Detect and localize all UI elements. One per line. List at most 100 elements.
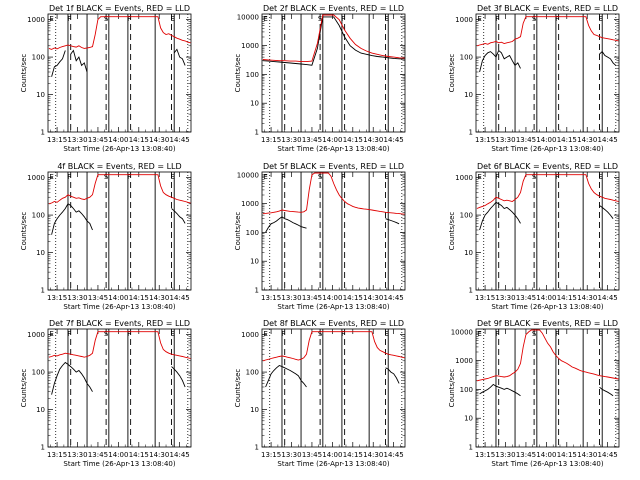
x-tick-label: 14:00 <box>322 136 342 144</box>
marker-label: S <box>318 330 323 338</box>
y-tick-label: 1000 <box>27 331 45 339</box>
x-tick-label: 14:30 <box>363 451 383 459</box>
panel-6: Det 6f BLACK = Events, RED = LLD 1 10 100 10… <box>448 162 620 311</box>
x-axis-label: Start Time (26-Apr-13 13:08:40) <box>277 303 389 311</box>
x-tick-label: 13:15 <box>475 451 495 459</box>
marker-label: F <box>555 173 559 181</box>
x-axis-label: Start Time (26-Apr-13 13:08:40) <box>491 460 603 468</box>
y-axis-label: Counts/sec <box>20 212 28 251</box>
x-tick-label: 14:30 <box>577 136 597 144</box>
x-tick-label: 13:45 <box>516 294 536 302</box>
y-tick-label: 1000 <box>241 200 259 208</box>
x-axis-label: Start Time (26-Apr-13 13:08:40) <box>277 460 389 468</box>
y-tick-label: 100 <box>246 71 259 79</box>
marker-label: E <box>171 330 175 338</box>
y-tick-label: 10 <box>464 249 473 257</box>
plot-frame <box>261 171 406 291</box>
x-tick-label: 14:00 <box>536 294 556 302</box>
x-tick-label: 14:15 <box>557 136 577 144</box>
y-axis-label: Counts/sec <box>234 212 242 251</box>
marker-label: F <box>67 173 71 181</box>
x-tick-label: 14:45 <box>170 136 190 144</box>
x-tick-label: 13:45 <box>88 451 108 459</box>
x-tick-label: 14:45 <box>384 294 404 302</box>
y-tick-label: 1000 <box>241 42 259 50</box>
y-tick-label: 1 <box>469 287 473 295</box>
x-tick-label: 13:15 <box>475 136 495 144</box>
x-tick-label: 14:00 <box>536 451 556 459</box>
marker-label: E <box>599 15 603 23</box>
x-tick-label: 14:00 <box>108 294 128 302</box>
x-tick-label: 13:45 <box>516 451 536 459</box>
x-tick-label: 13:15 <box>47 451 67 459</box>
x-tick-label: 14:30 <box>149 136 169 144</box>
x-tick-label: 13:30 <box>67 294 87 302</box>
y-axis-label: Counts/sec <box>234 54 242 93</box>
panel-title: Det 6f BLACK = Events, RED = LLD <box>477 162 618 171</box>
y-axis-label: Counts/sec <box>448 54 456 93</box>
y-tick-label: 1 <box>255 444 259 452</box>
y-tick-label: 1 <box>255 287 259 295</box>
y-tick-label: 1000 <box>241 331 259 339</box>
y-tick-label: 1 <box>255 129 259 137</box>
marker-label: E <box>49 330 53 338</box>
lld-series-line <box>262 14 405 63</box>
marker-label: E <box>599 330 603 338</box>
marker-label: E <box>477 15 481 23</box>
marker-label: E <box>263 173 267 181</box>
x-tick-label: 13:30 <box>281 451 301 459</box>
x-tick-label: 14:15 <box>343 294 363 302</box>
marker-label: F <box>281 173 285 181</box>
marker-label: E <box>49 173 53 181</box>
y-tick-label: 10 <box>250 406 259 414</box>
y-tick-label: 1000 <box>27 16 45 24</box>
x-tick-label: 14:30 <box>149 294 169 302</box>
marker-label: F <box>495 173 499 181</box>
events-series-line <box>51 203 186 235</box>
lld-series-line <box>262 172 405 215</box>
x-tick-label: 13:15 <box>475 294 495 302</box>
panel-4: 4f BLACK = Events, RED = LLD 1 10 100 1000 13… <box>20 162 192 311</box>
x-tick-label: 13:30 <box>281 136 301 144</box>
plot-frame <box>47 13 192 133</box>
y-axis-label: Counts/sec <box>20 369 28 408</box>
plot-frame <box>261 13 406 133</box>
marker-label: E <box>477 173 481 181</box>
plot-frame <box>47 171 192 291</box>
marker-label: S <box>532 173 537 181</box>
events-series-line <box>51 48 186 77</box>
events-series-line <box>265 364 400 388</box>
lld-series-line <box>48 331 191 359</box>
y-tick-label: 1 <box>41 444 45 452</box>
marker-label: E <box>49 15 53 23</box>
lld-series-line <box>476 329 619 382</box>
lld-series-line <box>48 16 191 50</box>
marker-label: E <box>171 15 175 23</box>
marker-label: F <box>495 15 499 23</box>
events-series-line <box>265 216 400 233</box>
y-tick-label: 1000 <box>27 174 45 182</box>
panel-5: Det 5f BLACK = Events, RED = LLD 1 10 100 10… <box>234 162 406 311</box>
x-tick-label: 14:30 <box>149 451 169 459</box>
x-tick-label: 14:00 <box>322 294 342 302</box>
y-tick-label: 100 <box>460 386 473 394</box>
y-tick-label: 100 <box>32 212 45 220</box>
x-tick-label: 13:45 <box>302 451 322 459</box>
x-tick-label: 14:45 <box>170 451 190 459</box>
marker-label: S <box>104 15 109 23</box>
events-series-line <box>51 361 186 395</box>
y-axis-label: Counts/sec <box>20 54 28 93</box>
panel-title: Det 9f BLACK = Events, RED = LLD <box>477 319 618 328</box>
panel-title: Det 7f BLACK = Events, RED = LLD <box>49 319 190 328</box>
y-tick-label: 10 <box>36 91 45 99</box>
x-tick-label: 13:30 <box>495 294 515 302</box>
marker-label: F <box>281 15 285 23</box>
y-axis-label: Counts/sec <box>234 369 242 408</box>
x-tick-label: 14:15 <box>557 451 577 459</box>
y-tick-label: 1 <box>469 129 473 137</box>
x-tick-label: 14:30 <box>577 451 597 459</box>
x-tick-label: 14:15 <box>343 136 363 144</box>
